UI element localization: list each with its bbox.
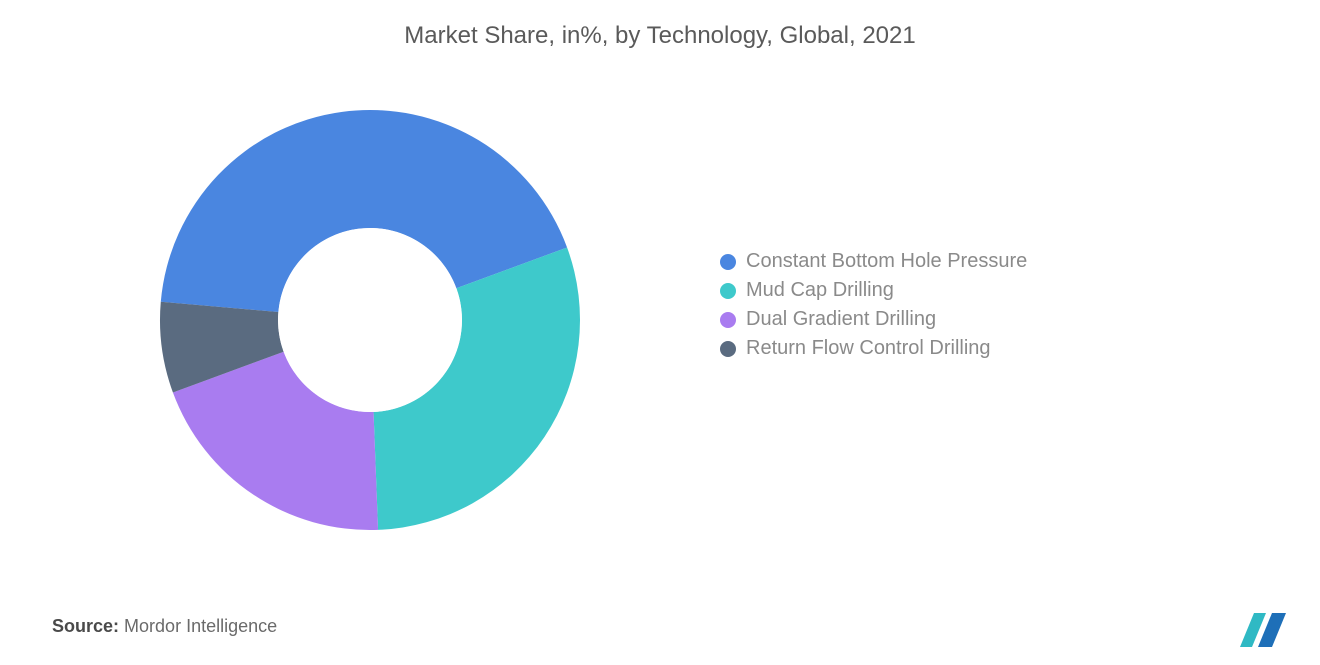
donut-hole: [278, 228, 462, 412]
legend-swatch: [720, 312, 736, 328]
source-attribution: Source: Mordor Intelligence: [52, 616, 277, 637]
legend-label: Return Flow Control Drilling: [746, 337, 991, 360]
chart-title: Market Share, in%, by Technology, Global…: [0, 22, 1320, 50]
source-name-text: Mordor Intelligence: [124, 616, 277, 636]
donut-chart: [140, 90, 600, 550]
brand-logo: [1236, 607, 1290, 647]
legend-item: Dual Gradient Drilling: [720, 308, 1027, 331]
legend-label: Dual Gradient Drilling: [746, 308, 936, 331]
legend-swatch: [720, 341, 736, 357]
legend-item: Constant Bottom Hole Pressure: [720, 250, 1027, 273]
legend-label: Constant Bottom Hole Pressure: [746, 250, 1027, 273]
legend-item: Return Flow Control Drilling: [720, 337, 1027, 360]
legend-swatch: [720, 283, 736, 299]
legend: Constant Bottom Hole Pressure Mud Cap Dri…: [720, 250, 1027, 360]
legend-swatch: [720, 254, 736, 270]
legend-item: Mud Cap Drilling: [720, 279, 1027, 302]
legend-label: Mud Cap Drilling: [746, 279, 894, 302]
source-label: Source:: [52, 616, 119, 636]
